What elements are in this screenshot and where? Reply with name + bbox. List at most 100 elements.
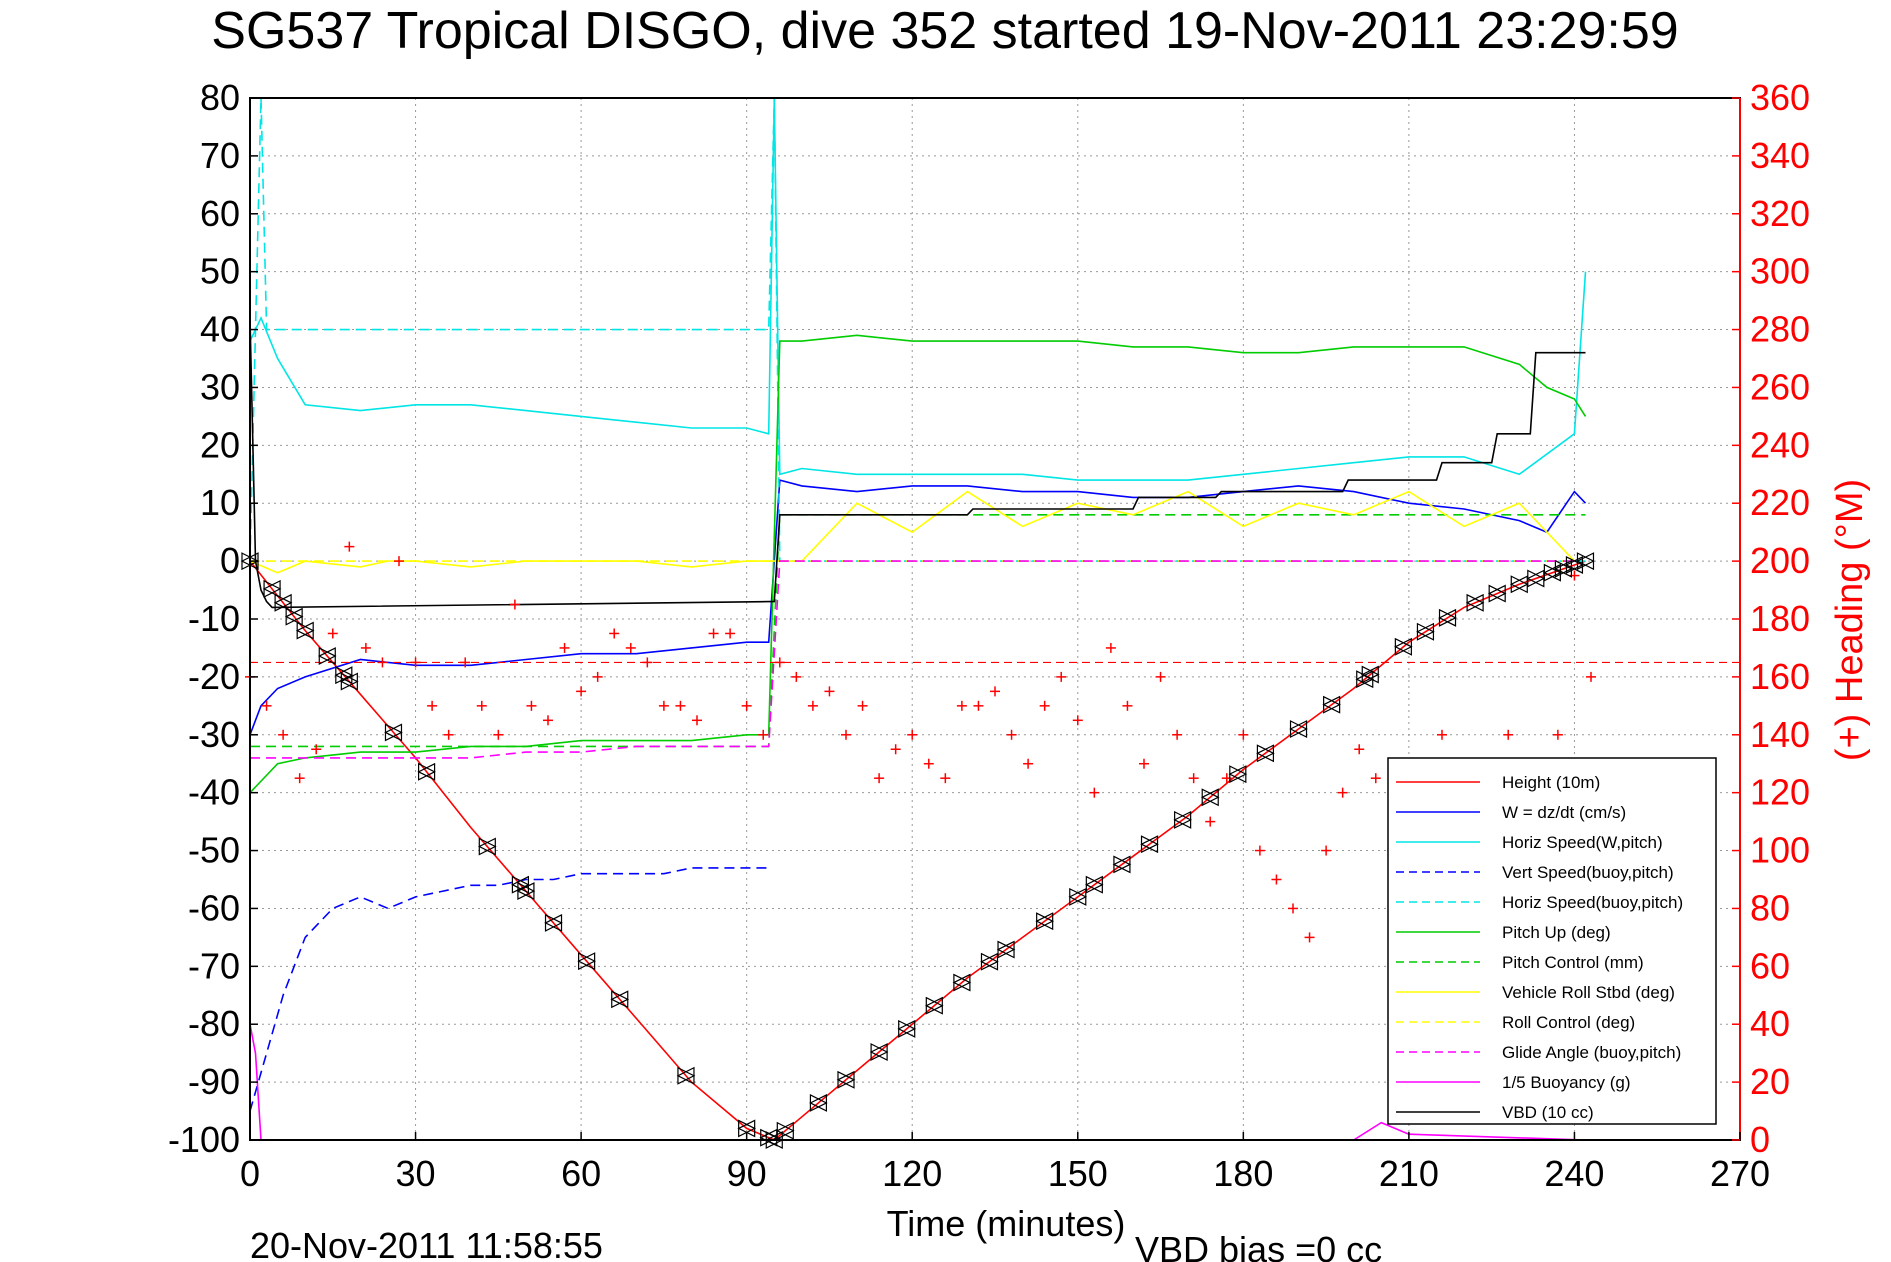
x-tick-label: 240 (1544, 1153, 1604, 1194)
heading-point (1006, 729, 1017, 740)
depth-marker (1200, 788, 1220, 807)
legend-entry: W = dz/dt (cm/s) (1502, 803, 1626, 822)
y-axis-right-label: (+) Heading (°M) (1829, 479, 1871, 761)
depth-marker (317, 647, 337, 666)
heading-point (344, 541, 355, 552)
heading-point (1155, 671, 1166, 682)
y2-tick-label: 140 (1750, 714, 1810, 755)
legend-entry: Roll Control (deg) (1502, 1013, 1635, 1032)
heading-point (1304, 932, 1315, 943)
heading-point (427, 700, 438, 711)
heading-point (758, 729, 769, 740)
depth-marker (1084, 875, 1104, 894)
series-line (250, 513, 1586, 748)
heading-point (774, 657, 785, 668)
depth-marker (334, 666, 354, 685)
y-tick-label: 60 (200, 193, 240, 234)
y-tick-label: 10 (200, 482, 240, 523)
depth-marker (295, 621, 315, 640)
heading-point (493, 729, 504, 740)
heading-point (1105, 642, 1116, 653)
legend: Height (10m) W = dz/dt (cm/s) Horiz Speed(… (1387, 757, 1717, 1125)
depth-marker (610, 990, 630, 1009)
legend-entry: 1/5 Buoyancy (g) (1502, 1073, 1631, 1092)
y2-tick-label: 220 (1750, 482, 1810, 523)
y-tick-label: -20 (188, 656, 240, 697)
heading-point (1354, 744, 1365, 755)
y-tick-label: -50 (188, 830, 240, 871)
depth-marker (924, 996, 944, 1015)
heading-point (509, 599, 520, 610)
depth-marker (869, 1043, 889, 1061)
depth-marker (952, 973, 972, 992)
y-tick-label: 20 (200, 424, 240, 465)
heading-point (807, 700, 818, 711)
heading-point (526, 700, 537, 711)
y-tick-label: -80 (188, 1003, 240, 1044)
heading-point (1503, 729, 1514, 740)
y-tick-label: 30 (200, 366, 240, 407)
depth-marker (1565, 555, 1584, 574)
heading-point (410, 657, 421, 668)
y2-tick-label: 80 (1750, 887, 1790, 928)
depth-marker (1068, 887, 1088, 906)
y-tick-label: -40 (188, 772, 240, 813)
heading-point (824, 686, 835, 697)
series-line (249, 479, 1587, 736)
heading-point (675, 700, 686, 711)
depth-marker (284, 607, 304, 626)
y-tick-label: -100 (168, 1119, 240, 1160)
heading-point (1072, 715, 1083, 726)
y-tick-label: -90 (188, 1061, 240, 1102)
y2-tick-label: 240 (1750, 424, 1810, 465)
y2-tick-label: 40 (1750, 1003, 1790, 1044)
series-line (249, 867, 769, 1112)
y-tick-label: 80 (200, 77, 240, 118)
heading-point (990, 686, 1000, 697)
heading-point (278, 729, 289, 740)
heading-point (841, 729, 851, 740)
x-tick-label: 60 (561, 1153, 601, 1194)
y2-tick-label: 120 (1750, 772, 1810, 813)
y2-tick-label: 340 (1750, 135, 1810, 176)
y-tick-label: 50 (200, 251, 240, 292)
heading-point (1139, 758, 1149, 769)
y-axis-right: 3603403203002802602402202001801601401201… (1732, 77, 1810, 1160)
heading-point (1288, 903, 1298, 914)
heading-point (791, 671, 802, 682)
depth-marker (516, 882, 536, 901)
depth-marker (1112, 855, 1132, 874)
depth-marker (1228, 765, 1248, 784)
y2-tick-label: 260 (1750, 366, 1810, 407)
footer-vbd-note: VBD bias =0 cc (1135, 1229, 1382, 1262)
y2-tick-label: 0 (1750, 1119, 1770, 1160)
y2-tick-label: 280 (1750, 309, 1810, 350)
depth-marker (1554, 559, 1573, 578)
heading-point (1205, 816, 1216, 827)
series-line (249, 317, 1586, 609)
depth-marker (544, 913, 563, 932)
heading-point (692, 715, 702, 726)
series-line (249, 334, 1587, 794)
heading-point (609, 628, 620, 639)
y-tick-label: -30 (188, 714, 240, 755)
y-tick-label: 70 (200, 135, 240, 176)
depth-marker (1465, 593, 1485, 612)
depth-marker (339, 672, 359, 691)
y2-tick-label: 60 (1750, 945, 1790, 986)
heading-point (642, 657, 653, 668)
legend-entry: VBD (10 cc) (1502, 1103, 1594, 1122)
legend-box (1387, 757, 1717, 1125)
series-line (249, 97, 1586, 562)
heading-point (1188, 773, 1199, 784)
heading-point (443, 729, 454, 740)
y2-tick-label: 100 (1750, 830, 1810, 871)
heading-point (360, 642, 371, 653)
heading-point (741, 700, 752, 711)
legend-entry: Horiz Speed(buoy,pitch) (1502, 893, 1683, 912)
y2-tick-label: 160 (1750, 656, 1810, 697)
y-axis-left: 80 70 60 50 40 30 20 10 0 -10 -20 -30 -40 -50 -60 -70 -8… (168, 77, 258, 1160)
depth-marker (1173, 810, 1192, 829)
heading-point (1056, 671, 1067, 682)
